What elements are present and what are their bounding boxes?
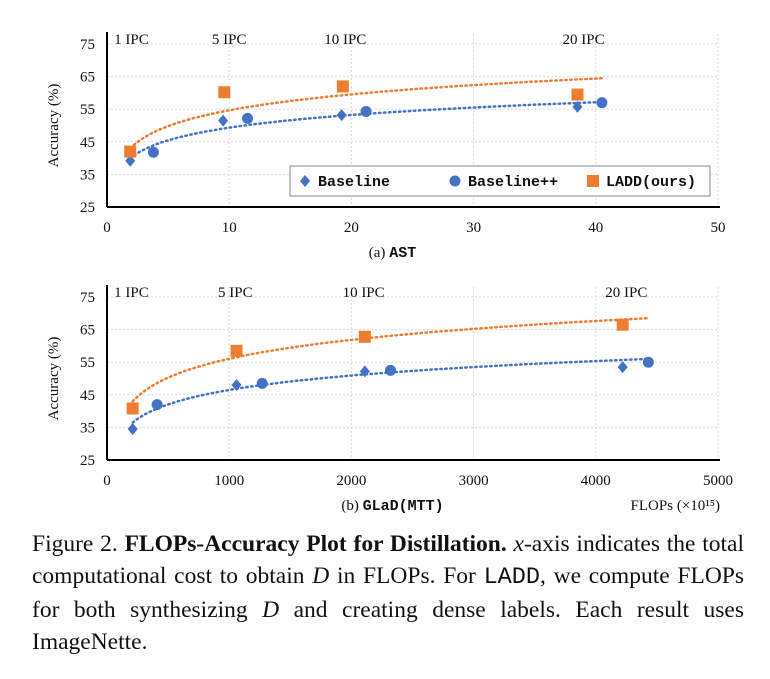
data-point-diamond	[359, 365, 370, 378]
trendline	[128, 100, 604, 160]
y-tick-label: 35	[80, 167, 95, 183]
y-tick-label: 45	[80, 135, 95, 151]
x-tick-label: 0	[103, 473, 111, 489]
data-point-square	[571, 88, 584, 101]
y-tick-label: 25	[80, 200, 95, 216]
caption-ladd: LADD	[483, 564, 540, 591]
legend-label: Baseline++	[468, 174, 558, 191]
caption-label: Figure 2.	[32, 531, 118, 557]
y-axis-label: Accuracy (%)	[46, 84, 62, 168]
data-point-square	[124, 145, 137, 158]
subplot-caption: (a) AST	[369, 245, 416, 262]
legend-marker-diamond	[300, 175, 310, 187]
ipc-label: 5 IPC	[218, 285, 253, 301]
data-point-circle	[385, 364, 397, 376]
x-tick-label: 10	[222, 220, 237, 236]
ipc-label: 10 IPC	[343, 285, 385, 301]
ipc-label: 10 IPC	[324, 32, 366, 48]
y-tick-label: 25	[80, 453, 95, 469]
caption-text: -axis indicates the total computational …	[32, 531, 745, 589]
x-tick-label: 5000	[703, 473, 733, 489]
subplot-label: (b)	[341, 498, 362, 514]
caption-text: , we compute FLOPs for both synthesizing	[32, 563, 745, 623]
data-point-circle	[360, 105, 372, 117]
caption-x: x	[506, 531, 524, 557]
y-tick-label: 75	[80, 37, 95, 53]
y-tick-label: 55	[80, 355, 95, 371]
x-tick-label: 40	[588, 220, 603, 236]
x-tick-label: 4000	[581, 473, 611, 489]
y-tick-label: 35	[80, 420, 95, 436]
caption-d: D	[312, 563, 330, 589]
data-point-square	[616, 318, 629, 331]
data-point-diamond	[218, 114, 229, 127]
ipc-label: 1 IPC	[114, 32, 149, 48]
y-tick-label: 45	[80, 388, 95, 404]
x-axis-label: FLOPs (×10¹⁵)	[631, 498, 720, 514]
ipc-label: 1 IPC	[114, 285, 149, 301]
data-point-square	[230, 344, 243, 357]
legend-marker-circle	[449, 175, 461, 187]
legend-label: LADD(ours)	[606, 174, 696, 191]
legend-label: Baseline	[318, 174, 390, 191]
subplot-caption: (b) GLaD(MTT)	[341, 498, 443, 515]
x-tick-label: 3000	[459, 473, 489, 489]
subplot-method: AST	[389, 245, 416, 262]
data-point-diamond	[336, 109, 347, 122]
data-point-circle	[147, 146, 159, 158]
x-tick-label: 20	[344, 220, 359, 236]
subplot-label: (a)	[369, 245, 389, 261]
legend-marker-square	[587, 175, 599, 187]
data-point-circle	[256, 377, 268, 389]
x-tick-label: 1000	[214, 473, 244, 489]
subplot-method: GLaD(MTT)	[363, 498, 444, 515]
data-point-square	[126, 402, 139, 415]
y-tick-label: 65	[80, 70, 95, 86]
chart-2: 25 35 45 55 65 75 0 1000 2000 3000 4000 5000 Accurac…	[46, 285, 733, 515]
x-tick-label: 30	[466, 220, 481, 236]
data-point-circle	[151, 399, 163, 411]
caption-text: and creating dense labels. Each result u…	[32, 597, 744, 655]
y-tick-label: 55	[80, 102, 95, 118]
data-point-diamond	[125, 154, 136, 167]
data-point-circle	[242, 112, 254, 124]
ipc-label: 20 IPC	[605, 285, 647, 301]
trendline	[128, 76, 604, 150]
caption-text: in FLOPs. For	[329, 563, 484, 589]
y-tick-label: 75	[80, 290, 95, 306]
data-point-circle	[596, 97, 608, 109]
caption-d: D	[262, 597, 280, 623]
x-tick-label: 2000	[336, 473, 366, 489]
legend: Baseline Baseline++ LADD(ours)	[289, 165, 711, 197]
data-point-circle	[642, 356, 654, 368]
data-point-diamond	[617, 361, 628, 374]
trendline	[131, 316, 650, 403]
figure-charts: 25 35 45 55 65 75 0 10 20 30 40 50 Accuracy (%) 1 IPC…	[46, 32, 733, 515]
y-tick-label: 65	[80, 323, 95, 339]
data-point-square	[336, 80, 349, 93]
data-point-square	[358, 330, 371, 343]
y-axis-label: Accuracy (%)	[46, 337, 62, 421]
ipc-label: 5 IPC	[212, 32, 247, 48]
caption-title: FLOPs-Accuracy Plot for Distillation.	[124, 531, 507, 557]
legend-box	[289, 165, 711, 197]
ipc-label: 20 IPC	[563, 32, 605, 48]
data-point-diamond	[572, 100, 583, 113]
data-point-diamond	[231, 379, 242, 392]
trendline	[131, 357, 650, 424]
x-tick-label: 0	[103, 220, 111, 236]
x-tick-label: 50	[711, 220, 726, 236]
chart-1: 25 35 45 55 65 75 0 10 20 30 40 50 Accuracy (%) 1 IPC…	[46, 32, 726, 262]
data-point-diamond	[127, 423, 138, 436]
figure-caption: Figure 2. FLOPs-Accuracy Plot for Distil…	[32, 528, 744, 658]
data-point-square	[218, 86, 231, 99]
